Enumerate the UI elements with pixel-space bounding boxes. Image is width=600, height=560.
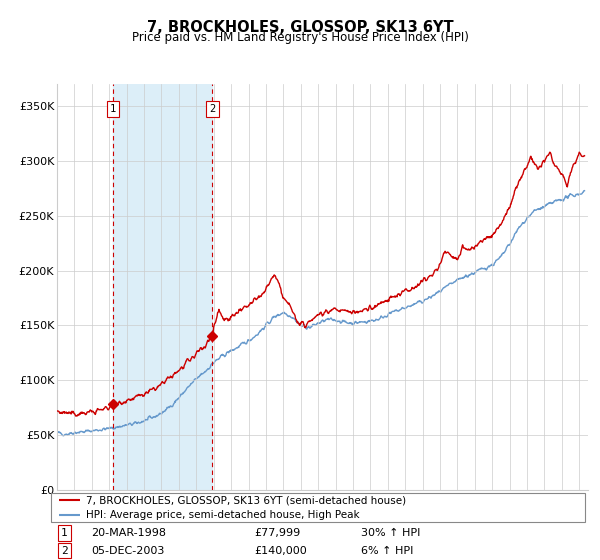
- Text: 05-DEC-2003: 05-DEC-2003: [91, 545, 164, 556]
- Text: 1: 1: [110, 104, 116, 114]
- Text: 1: 1: [61, 528, 68, 538]
- Text: £140,000: £140,000: [254, 545, 307, 556]
- Bar: [113, 84, 212, 490]
- Text: 30% ↑ HPI: 30% ↑ HPI: [361, 528, 420, 538]
- Text: 7, BROCKHOLES, GLOSSOP, SK13 6YT (semi-detached house): 7, BROCKHOLES, GLOSSOP, SK13 6YT (semi-d…: [86, 495, 406, 505]
- FancyBboxPatch shape: [51, 493, 585, 522]
- Text: 2: 2: [61, 545, 68, 556]
- Text: Price paid vs. HM Land Registry's House Price Index (HPI): Price paid vs. HM Land Registry's House …: [131, 31, 469, 44]
- Text: HPI: Average price, semi-detached house, High Peak: HPI: Average price, semi-detached house,…: [86, 510, 359, 520]
- Text: £77,999: £77,999: [254, 528, 300, 538]
- Text: 7, BROCKHOLES, GLOSSOP, SK13 6YT: 7, BROCKHOLES, GLOSSOP, SK13 6YT: [146, 20, 454, 35]
- Text: 20-MAR-1998: 20-MAR-1998: [91, 528, 166, 538]
- Text: 6% ↑ HPI: 6% ↑ HPI: [361, 545, 413, 556]
- Text: 2: 2: [209, 104, 215, 114]
